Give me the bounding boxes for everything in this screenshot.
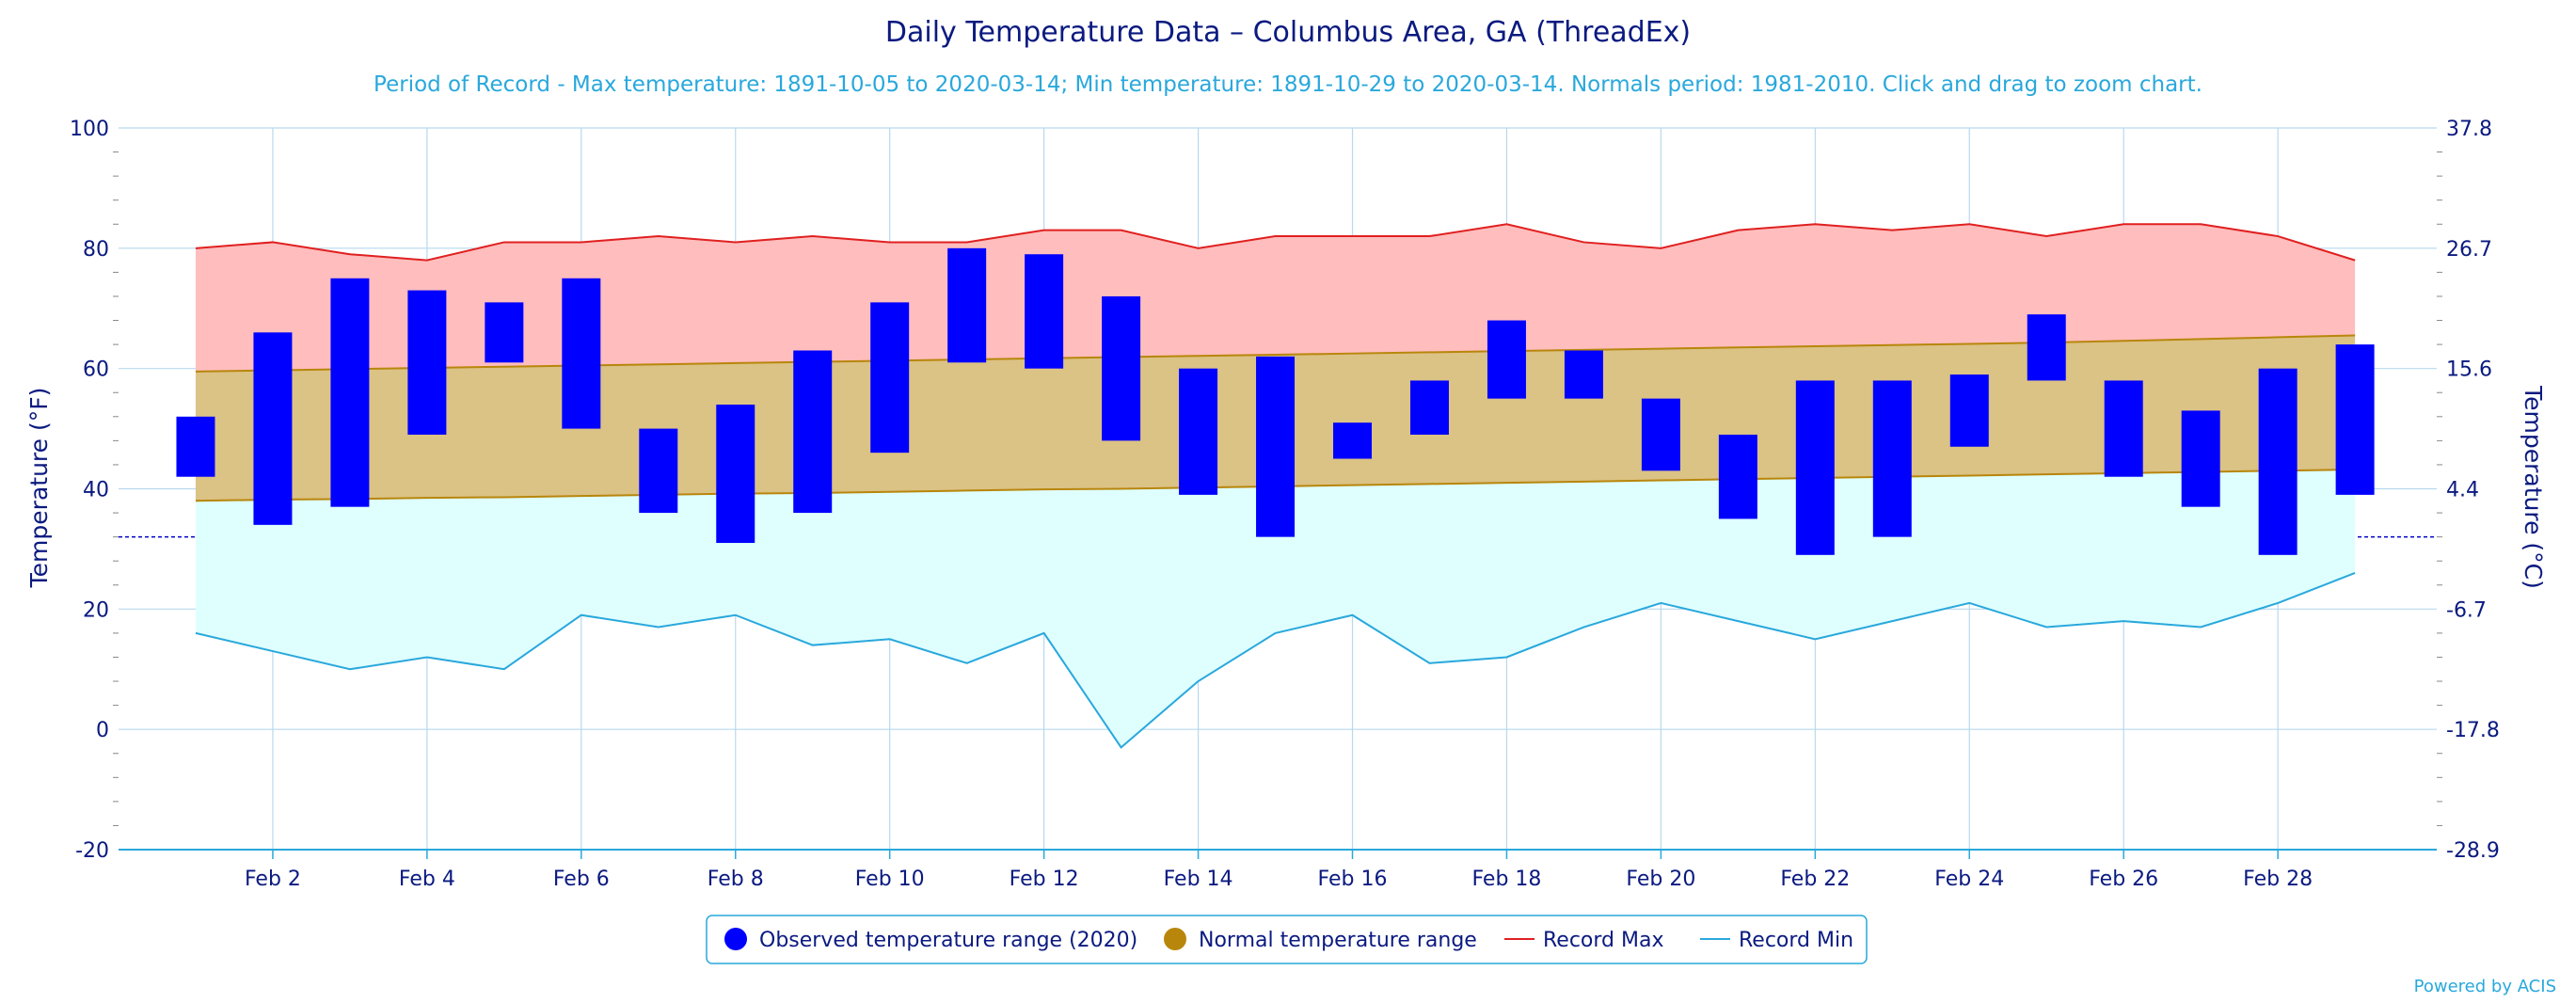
x-tick-label: Feb 8 [708,868,764,891]
legend-item-record-min[interactable]: Record Min [1700,929,1853,952]
x-tick-label: Feb 22 [1780,868,1850,891]
observed-bar [2335,344,2375,495]
y-tick-label-right: 26.7 [2446,238,2492,262]
legend-normal-marker [1164,928,1186,950]
record-max-line [195,223,2356,262]
x-tick-label: Feb 18 [1471,868,1541,891]
observed-bar [1949,374,1989,447]
x-tick-label: Feb 28 [2243,868,2313,891]
x-tick-label: Feb 24 [1934,868,2004,891]
acis-credit-link[interactable]: Powered by ACIS [2414,977,2556,996]
x-tick-label: Feb 26 [2089,868,2158,891]
x-tick-label: Feb 6 [553,868,610,891]
legend-observed-label: Observed temperature range (2020) [759,929,1137,952]
normal-high-edge [195,334,2356,373]
chart-title: Daily Temperature Data – Columbus Area, … [885,16,1691,49]
y-tick-label-right: -28.9 [2446,839,2500,863]
x-tick-label: Feb 2 [245,868,301,891]
observed-bar [485,302,524,363]
legend-item-observed[interactable]: Observed temperature range (2020) [724,928,1137,952]
x-tick-label: Feb 12 [1010,868,1079,891]
observed-bar [407,290,447,435]
observed-bar [1102,295,1141,441]
observed-bar [2181,410,2220,507]
observed-bar [1872,380,1912,537]
x-tick-label: Feb 4 [399,868,455,891]
record-min-line [195,572,2356,749]
observed-bar [947,247,987,363]
y-axis-title-left: Temperature (°F) [25,388,53,589]
y-tick-label-right: 15.6 [2446,358,2492,382]
x-tick-label: Feb 20 [1626,868,1695,891]
observed-bar [330,278,370,507]
y-tick-label-left: 100 [70,118,109,141]
legend-item-normal[interactable]: Normal temperature range [1164,928,1477,952]
y-tick-label-left: 40 [83,479,109,502]
x-tick-label: Feb 10 [855,868,925,891]
legend-observed-marker [724,928,747,950]
legend-record-max-label: Record Max [1543,929,1664,952]
y-tick-label-right: 37.8 [2446,118,2492,141]
observed-bar [1025,254,1064,369]
observed-bar [562,278,601,429]
record-max-band [195,224,2356,372]
observed-bar [253,332,293,525]
observed-bar [1718,434,1757,519]
axes: -20 -28.9 0 -17.8 20 -6.7 40 4.4 60 15.6 80 26.7 100… [70,118,2500,891]
observed-bar [1256,356,1296,537]
y-tick-label-right: -17.8 [2446,719,2500,742]
observed-bar [870,302,910,454]
y-tick-label-left: 60 [83,358,109,382]
legend: Observed temperature range (2020) Normal… [706,915,1868,964]
y-tick-label-left: 20 [83,598,109,622]
observed-bar [2104,380,2143,477]
observed-bar [2027,314,2066,381]
observed-bar [793,350,833,514]
chart-subtitle: Period of Record - Max temperature: 1891… [374,72,2202,97]
observed-bar [1487,320,1526,399]
y-tick-label-right: -6.7 [2446,598,2487,622]
observed-bar [639,428,678,514]
y-tick-label-right: 4.4 [2446,479,2479,502]
observed-bar [1795,380,1835,555]
x-tick-label: Feb 14 [1164,868,1233,891]
legend-box [706,915,1868,964]
y-tick-label-left: 0 [96,719,109,742]
observed-bar [176,416,215,477]
observed-bar [1409,380,1449,435]
observed-bar [1333,422,1373,459]
legend-item-record-max[interactable]: Record Max [1504,929,1664,952]
y-tick-label-left: -20 [75,839,109,863]
observed-bar [716,405,755,544]
legend-record-min-label: Record Min [1739,929,1853,952]
observed-bar [1564,350,1603,399]
observed-bar [2258,368,2298,555]
y-tick-label-left: 80 [83,238,109,262]
x-tick-label: Feb 16 [1318,868,1388,891]
observed-bar [1641,398,1680,471]
observed-bars [176,247,2375,555]
y-axis-title-right: Temperature (°C) [2520,385,2547,589]
record-lines [195,223,2356,749]
legend-normal-label: Normal temperature range [1199,929,1477,952]
observed-bar [1179,368,1218,495]
